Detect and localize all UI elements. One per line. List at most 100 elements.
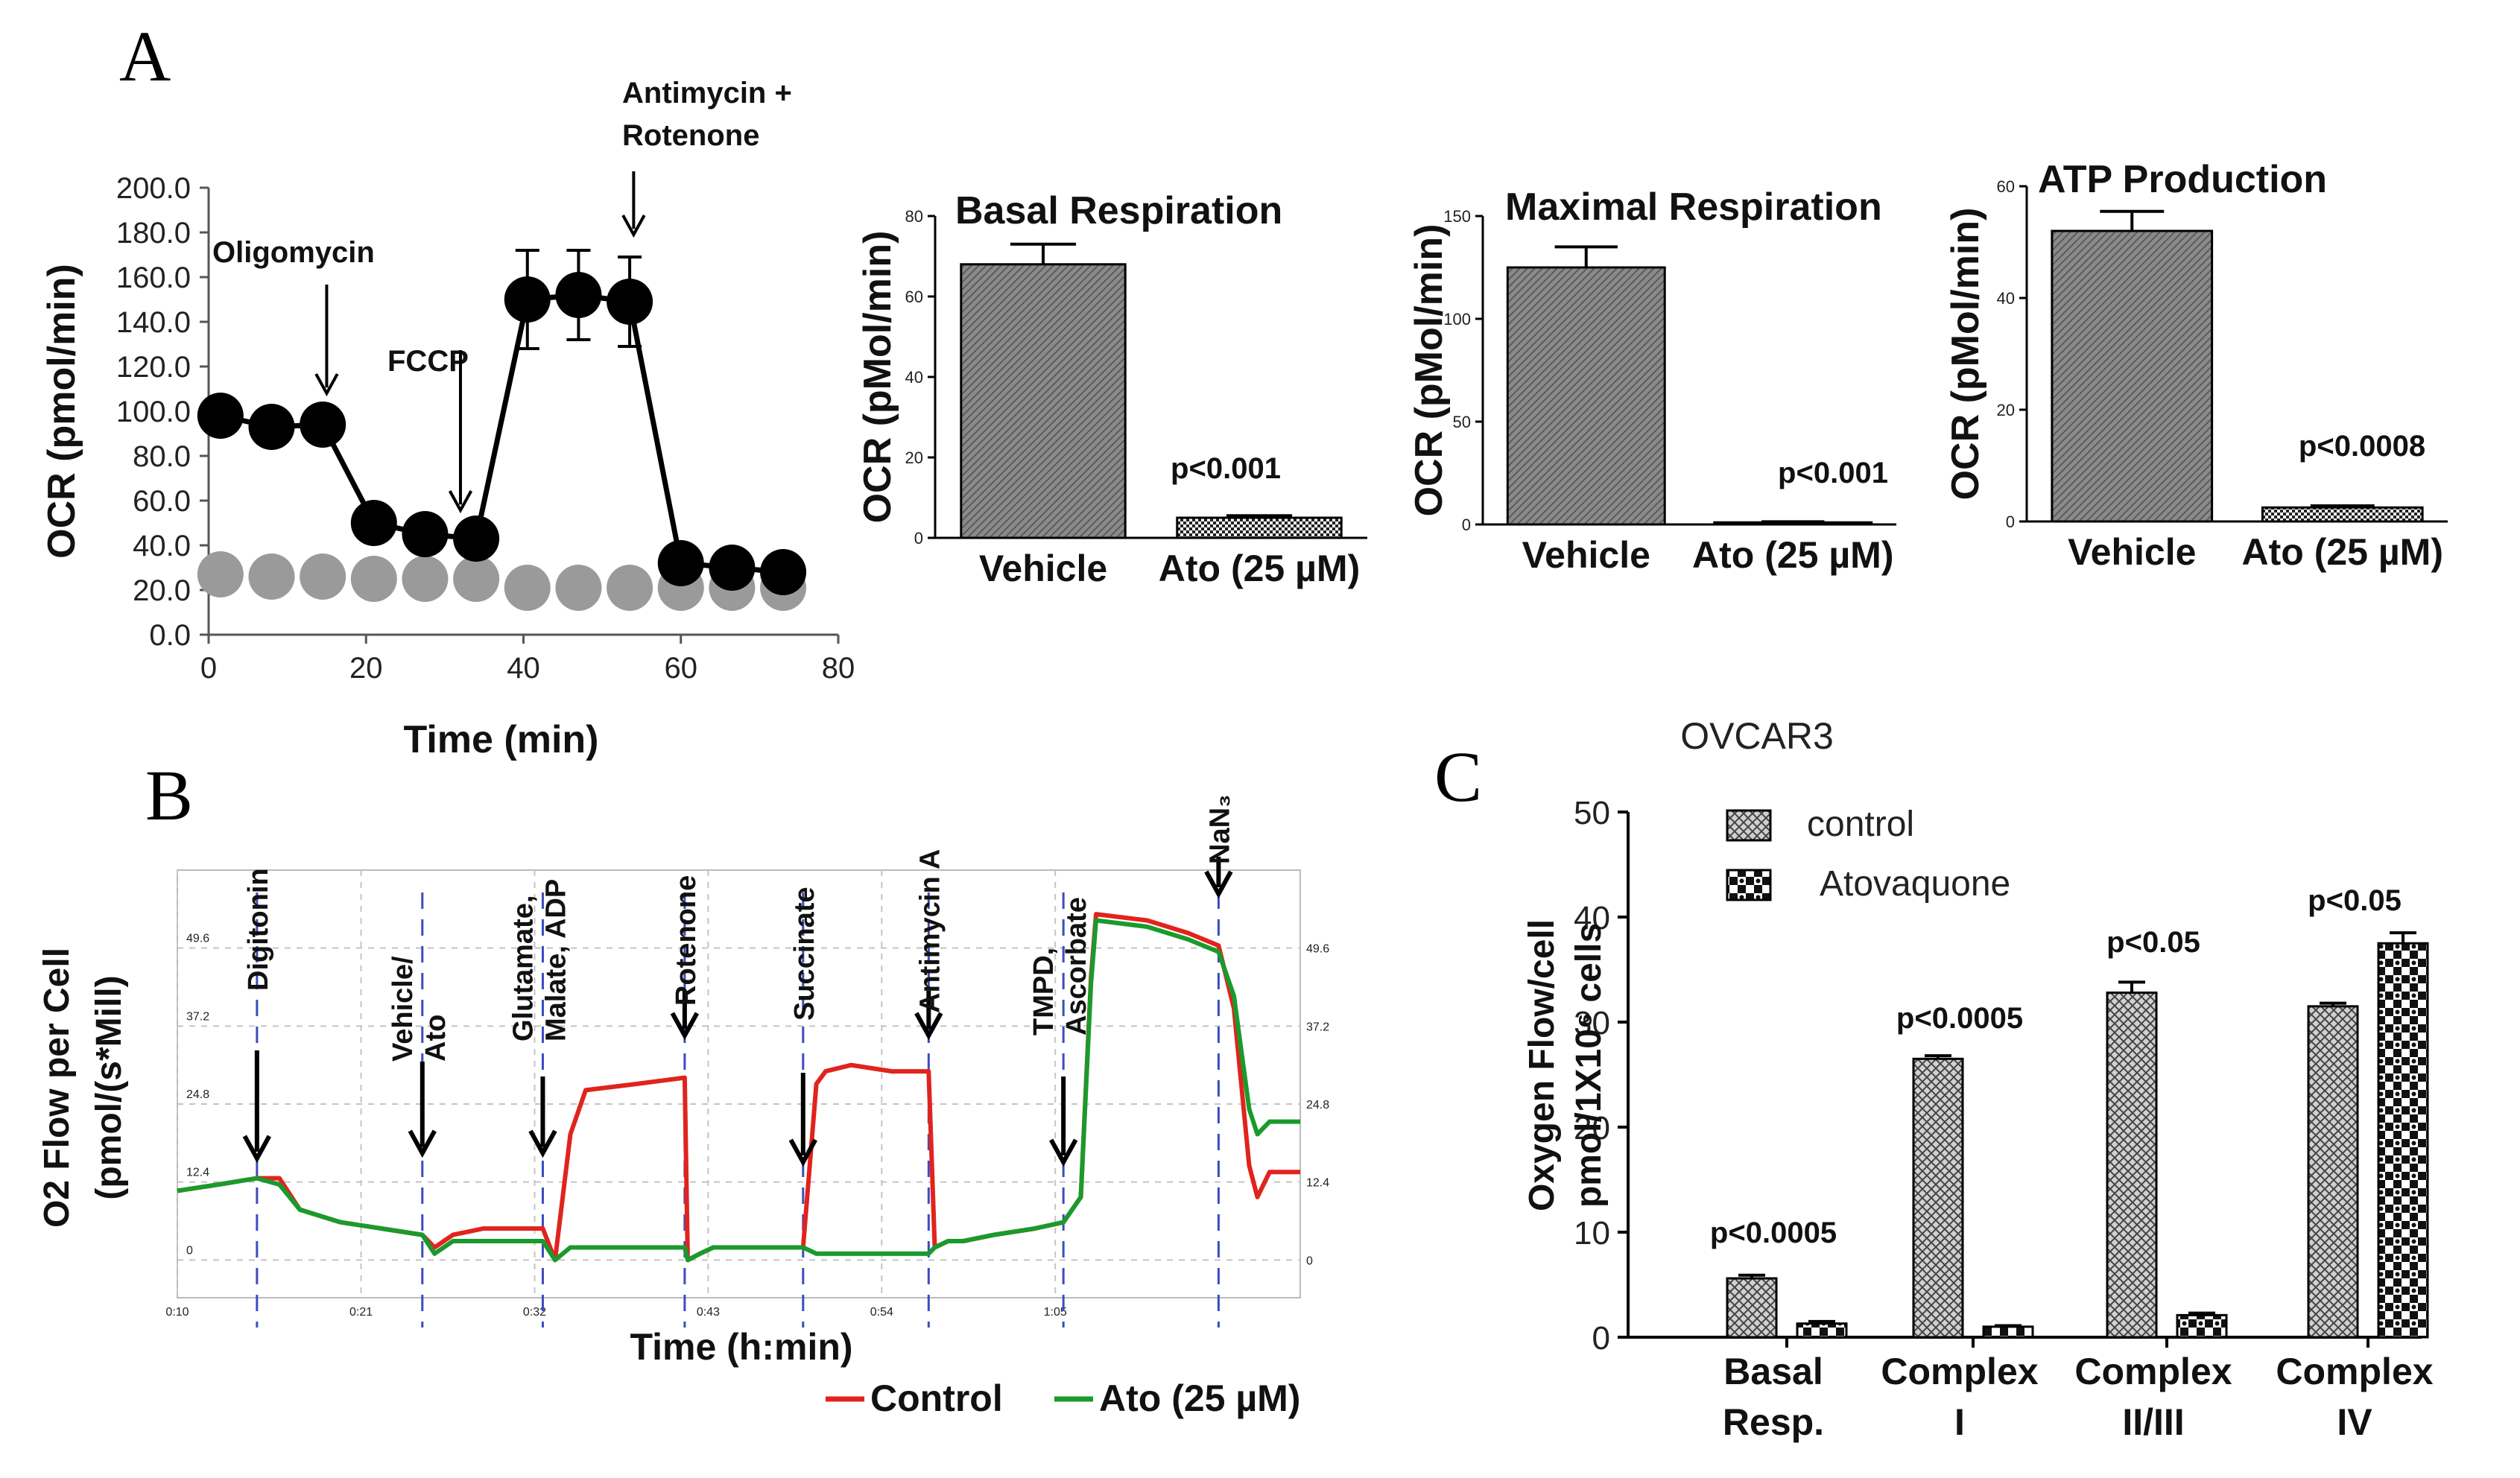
y-axis-title: OCR (pmol/min) — [40, 264, 83, 559]
vehicle-data-point — [453, 516, 500, 562]
chart-title: ATP Production — [2038, 158, 2327, 201]
vehicle-data-point — [197, 393, 244, 439]
vehicle-series-line — [473, 292, 630, 539]
group-label: Basal — [1723, 1351, 1823, 1392]
y-tick-label: 150 — [1443, 207, 1471, 226]
y-axis-title-line2: (pmol/(s*Mill) — [89, 975, 129, 1199]
y-tick-label-left: 24.8 — [186, 1088, 209, 1101]
group-label-line2: IV — [2337, 1401, 2372, 1443]
x-tick-label: 1:05 — [1044, 1306, 1067, 1319]
event-label-line2: Malate, ADP — [540, 879, 572, 1041]
atp-production-chart: 0 20 40 60 Vehicle Ato (25 µM) ATP Production p… — [1944, 158, 2448, 573]
event-label: Vehicle/ — [387, 956, 419, 1062]
rotenone-label: Rotenone — [622, 119, 759, 152]
vehicle-data-point — [709, 545, 756, 591]
chart-title: OVCAR3 — [1680, 715, 1834, 757]
x-tick-label: 40 — [507, 652, 540, 685]
y-tick-label: 100.0 — [116, 396, 191, 428]
antimycin-label: Antimycin + — [622, 77, 792, 110]
event-label: Digitonin — [243, 868, 274, 991]
legend-swatch-control — [1726, 809, 1772, 842]
antimycin-arrow-head — [621, 215, 646, 238]
bar — [1982, 1325, 2034, 1339]
maximal-respiration-chart: 0 50 100 150 Vehicle Ato (25 µM) Maximal Respi… — [1408, 185, 1896, 576]
x-tick-label: 0:10 — [165, 1306, 189, 1319]
y-tick-label: 100 — [1443, 310, 1471, 329]
panel-label-b: B — [145, 755, 193, 835]
y-tick-label: 60.0 — [133, 485, 191, 518]
y-tick-label: 50 — [1453, 413, 1471, 431]
category-label: Ato (25 µM) — [1692, 534, 1893, 576]
y-tick-label-right: 37.2 — [1306, 1021, 1329, 1033]
group-label: Complex — [2074, 1351, 2232, 1392]
y-tick-label: 30 — [1574, 1005, 1610, 1041]
y-tick-label-left: 37.2 — [186, 1010, 209, 1023]
bar — [2176, 1313, 2228, 1339]
ato-data-point — [248, 554, 295, 600]
vehicle-data-point — [607, 279, 653, 325]
y-tick-label: 80 — [905, 207, 923, 226]
category-label: Ato (25 µM) — [1159, 548, 1360, 589]
y-tick-label: 0 — [914, 529, 923, 548]
y-axis-title: O2 Flow per Cell — [37, 948, 77, 1228]
y-axis-title: Oxygen Flow/cell — [1522, 919, 1562, 1211]
oligomycin-label: Oligomycin — [212, 236, 375, 269]
plot-frame — [177, 869, 1301, 1298]
fccp-label: FCCP — [387, 345, 469, 378]
x-axis-title: Time (min) — [404, 718, 599, 761]
p-value-label: p<0.001 — [1171, 452, 1281, 485]
y-tick-label-right: 24.8 — [1306, 1099, 1329, 1111]
y-tick-label-right: 12.4 — [1306, 1177, 1329, 1190]
p-value-label: p<0.001 — [1778, 457, 1888, 489]
x-axis-title: Time (h:min) — [630, 1326, 852, 1368]
vehicle-data-point — [300, 402, 346, 448]
legend-label-control: control — [1807, 805, 1914, 844]
ato-data-point — [197, 551, 244, 597]
y-tick-label: 10 — [1574, 1215, 1610, 1252]
chart-title: Basal Respiration — [955, 189, 1282, 232]
category-label: Ato (25 µM) — [2242, 531, 2443, 573]
panel-label-a: A — [119, 16, 171, 96]
y-axis-title-line2: pmol/1X10⁶ cells — [1569, 923, 1609, 1208]
y-tick-label: 20.0 — [133, 574, 191, 607]
ato-data-point — [350, 556, 397, 602]
event-label-line2: Ascorbate — [1061, 897, 1092, 1035]
ato-data-point — [555, 565, 602, 611]
p-value-label: p<0.0005 — [1710, 1217, 1837, 1249]
y-axis-title: OCR (pMol/min) — [856, 231, 899, 524]
legend-label-ato: Ato (25 µM) — [1099, 1377, 1300, 1419]
y-tick-label-right: 0 — [1306, 1255, 1313, 1267]
ato-data-point — [300, 554, 346, 600]
vehicle-data-point — [504, 276, 551, 323]
y-tick-label: 0 — [1462, 516, 1471, 534]
ocr-time-course-chart: 0.0 20.0 40.0 60.0 80.0 100.0 120.0 140.0 160.0 1… — [40, 77, 855, 761]
y-tick-label-left: 0 — [186, 1244, 193, 1257]
event-arrow-head — [670, 1012, 700, 1041]
y-tick-label: 120.0 — [116, 351, 191, 384]
y-tick-label: 40 — [1574, 900, 1610, 936]
y-tick-label-right: 49.6 — [1306, 943, 1329, 956]
event-arrow-head — [408, 1129, 437, 1158]
y-tick-label: 20 — [1574, 1110, 1610, 1146]
category-label: Vehicle — [2068, 531, 2196, 573]
x-tick-label: 0:54 — [870, 1306, 893, 1319]
legend-label-control: Control — [870, 1377, 1003, 1419]
bar — [2377, 942, 2429, 1339]
vehicle-data-point — [760, 549, 807, 595]
y-axis-title: OCR (pMol/min) — [1408, 224, 1451, 517]
group-label-line2: Resp. — [1723, 1401, 1824, 1443]
event-label: Succinate — [789, 887, 820, 1021]
group-label: Complex — [2276, 1351, 2433, 1392]
bar — [2307, 1005, 2359, 1339]
y-tick-label: 0 — [2006, 513, 2015, 531]
event-arrow-head — [1204, 870, 1233, 899]
vehicle-data-point — [248, 404, 295, 450]
bar — [2106, 992, 2158, 1339]
y-tick-label: 60 — [1997, 177, 2015, 196]
event-label-line2: Ato — [420, 1015, 452, 1062]
event-arrow-head — [242, 1135, 271, 1164]
fccp-arrow-head — [448, 490, 473, 514]
y-axis-title: OCR (pMol/min) — [1944, 208, 1987, 501]
x-tick-label: 80 — [822, 652, 855, 685]
y-tick-label: 140.0 — [116, 306, 191, 339]
